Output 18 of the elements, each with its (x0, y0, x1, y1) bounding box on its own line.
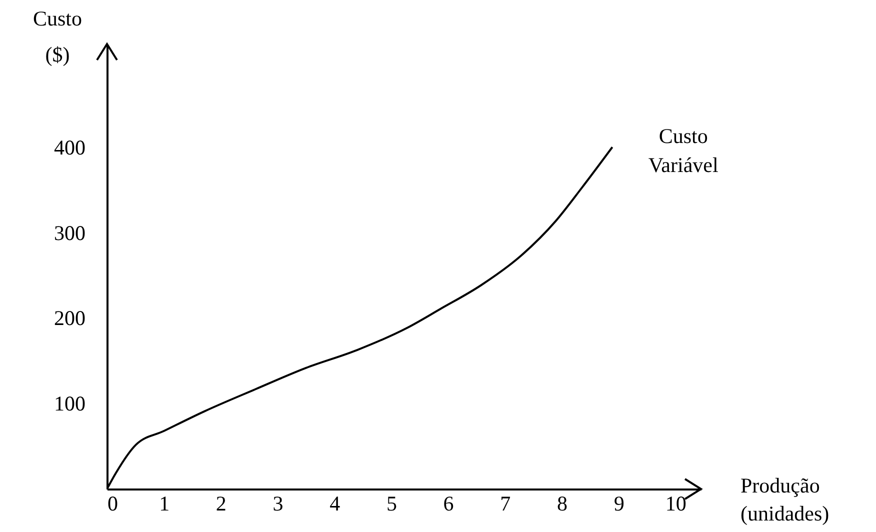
x-tick-label: 4 (330, 492, 341, 516)
x-tick-label: 9 (614, 492, 624, 516)
x-tick-label: 0 (108, 492, 118, 516)
x-tick-label: 6 (443, 492, 454, 516)
x-tick-label: 1 (159, 492, 170, 516)
y-axis-title: Custo ($) (32, 6, 82, 66)
series-label: Custo Variável (648, 124, 718, 178)
x-tick-label: 5 (386, 492, 397, 516)
x-tick-label: 10 (665, 492, 686, 516)
y-tick-label: 300 (54, 220, 86, 245)
x-axis-title: Produção (unidades) (740, 474, 830, 526)
x-tick-label: 8 (556, 492, 568, 516)
y-tick-label: 200 (54, 306, 86, 330)
y-tick-label: 100 (54, 391, 86, 416)
y-tick-label: 400 (54, 136, 86, 160)
x-tick-label: 2 (216, 492, 226, 516)
x-tick-label: 7 (500, 492, 511, 516)
x-tick-label: 3 (272, 492, 284, 516)
